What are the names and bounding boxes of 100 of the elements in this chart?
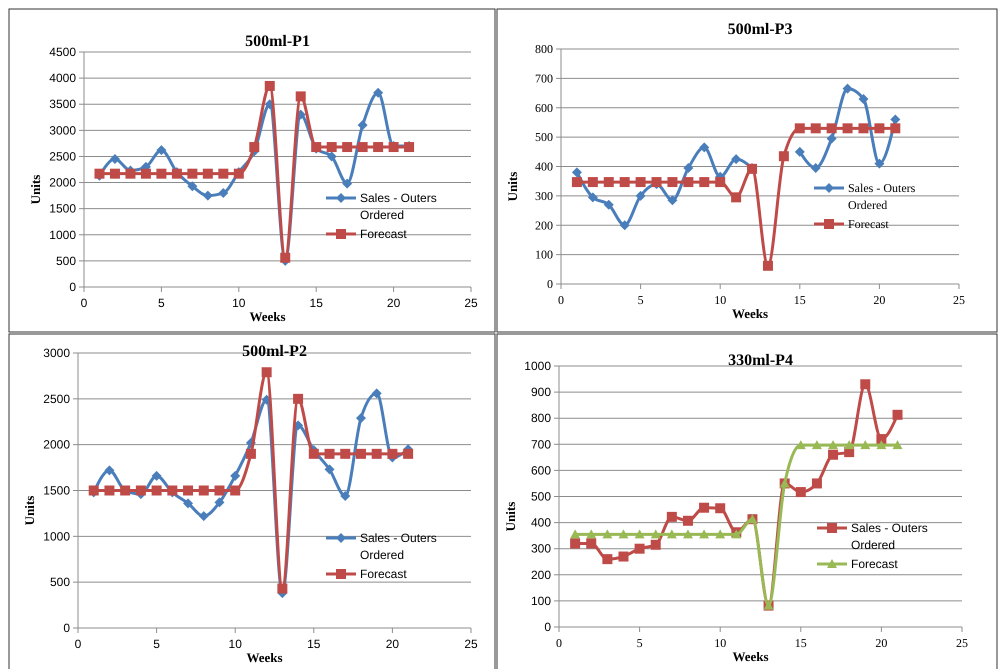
point bbox=[572, 177, 582, 188]
y-tick-label: 500 bbox=[56, 254, 76, 268]
point bbox=[683, 177, 694, 188]
x-tick-label: 0 bbox=[558, 293, 564, 307]
point bbox=[731, 192, 742, 202]
point bbox=[826, 123, 837, 134]
point bbox=[340, 491, 350, 501]
point bbox=[214, 486, 224, 496]
point bbox=[104, 486, 114, 496]
point bbox=[218, 168, 228, 179]
y-tick-label: 1500 bbox=[49, 202, 76, 216]
point bbox=[812, 440, 822, 450]
point bbox=[810, 162, 821, 173]
chart-title: 330ml-P4 bbox=[728, 352, 793, 369]
point bbox=[373, 142, 384, 152]
x-tick-label: 5 bbox=[158, 296, 166, 310]
x-tick-label: 15 bbox=[310, 296, 324, 310]
y-tick-label: 800 bbox=[530, 411, 552, 426]
point bbox=[620, 220, 630, 230]
point bbox=[604, 177, 614, 188]
point bbox=[156, 145, 166, 156]
y-tick-label: 600 bbox=[530, 463, 552, 478]
point bbox=[650, 540, 661, 550]
legend-label: Forecast bbox=[360, 227, 408, 241]
point bbox=[682, 529, 693, 538]
point bbox=[324, 464, 335, 474]
point bbox=[588, 192, 598, 202]
y-tick-label: 100 bbox=[535, 248, 553, 262]
point bbox=[634, 544, 645, 554]
point bbox=[858, 123, 868, 134]
point bbox=[110, 154, 120, 164]
point bbox=[699, 142, 710, 152]
point bbox=[715, 177, 726, 188]
y-tick-label: 1500 bbox=[43, 484, 70, 498]
point bbox=[682, 516, 693, 526]
point bbox=[794, 123, 805, 134]
legend-label: Sales - Outers Ordered bbox=[848, 181, 916, 212]
x-axis-title: Weeks bbox=[246, 650, 283, 665]
point bbox=[796, 440, 806, 450]
point bbox=[618, 529, 628, 538]
x-axis-title: Weeks bbox=[732, 306, 768, 321]
point bbox=[104, 465, 114, 476]
point bbox=[387, 448, 398, 459]
point bbox=[844, 440, 854, 450]
legend-label: Forecast bbox=[851, 557, 898, 571]
point bbox=[572, 167, 582, 178]
x-axis-title: Weeks bbox=[249, 309, 286, 324]
y-tick-label: 500 bbox=[50, 575, 70, 590]
x-tick-label: 10 bbox=[714, 636, 726, 650]
point bbox=[326, 142, 337, 152]
point bbox=[892, 440, 903, 450]
y-tick-label: 900 bbox=[530, 385, 552, 400]
point bbox=[230, 486, 240, 496]
point bbox=[588, 177, 598, 188]
y-tick-label: 600 bbox=[535, 100, 553, 115]
point bbox=[828, 450, 838, 460]
point bbox=[296, 91, 306, 102]
x-tick-label: 20 bbox=[873, 293, 886, 307]
y-tick-label: 3000 bbox=[43, 346, 70, 360]
point bbox=[198, 486, 209, 496]
y-axis-title: Units bbox=[505, 172, 520, 202]
point bbox=[666, 512, 677, 522]
point bbox=[110, 168, 120, 179]
y-tick-label: 700 bbox=[530, 437, 552, 452]
point bbox=[187, 181, 198, 192]
point bbox=[202, 168, 213, 179]
legend-label: Sales - Outers Ordered bbox=[360, 191, 437, 222]
point bbox=[358, 142, 368, 152]
point bbox=[136, 486, 146, 496]
point bbox=[570, 538, 580, 548]
point bbox=[876, 440, 886, 450]
point bbox=[620, 177, 630, 188]
y-tick-label: 0 bbox=[63, 621, 70, 635]
point bbox=[828, 440, 838, 450]
point bbox=[308, 448, 319, 459]
x-tick-label: 10 bbox=[232, 296, 246, 310]
point bbox=[731, 154, 742, 164]
y-axis-title: Units bbox=[28, 174, 43, 204]
y-tick-label: 200 bbox=[535, 218, 553, 232]
point bbox=[356, 413, 366, 424]
point bbox=[324, 448, 335, 459]
point bbox=[699, 502, 710, 513]
point bbox=[890, 114, 900, 124]
y-tick-label: 300 bbox=[535, 188, 553, 203]
point bbox=[715, 529, 726, 538]
y-axis-title: Units bbox=[503, 502, 518, 532]
y-tick-label: 700 bbox=[535, 71, 553, 86]
point bbox=[650, 529, 661, 538]
point bbox=[246, 448, 256, 459]
point bbox=[277, 584, 288, 594]
point bbox=[826, 134, 837, 144]
y-axis-title: Units bbox=[22, 496, 37, 526]
point bbox=[187, 168, 198, 179]
point bbox=[874, 123, 884, 134]
point bbox=[892, 410, 903, 420]
point bbox=[183, 486, 194, 496]
x-tick-label: 25 bbox=[464, 296, 478, 310]
point bbox=[156, 168, 166, 179]
y-tick-label: 2500 bbox=[49, 149, 76, 164]
point bbox=[666, 529, 677, 538]
